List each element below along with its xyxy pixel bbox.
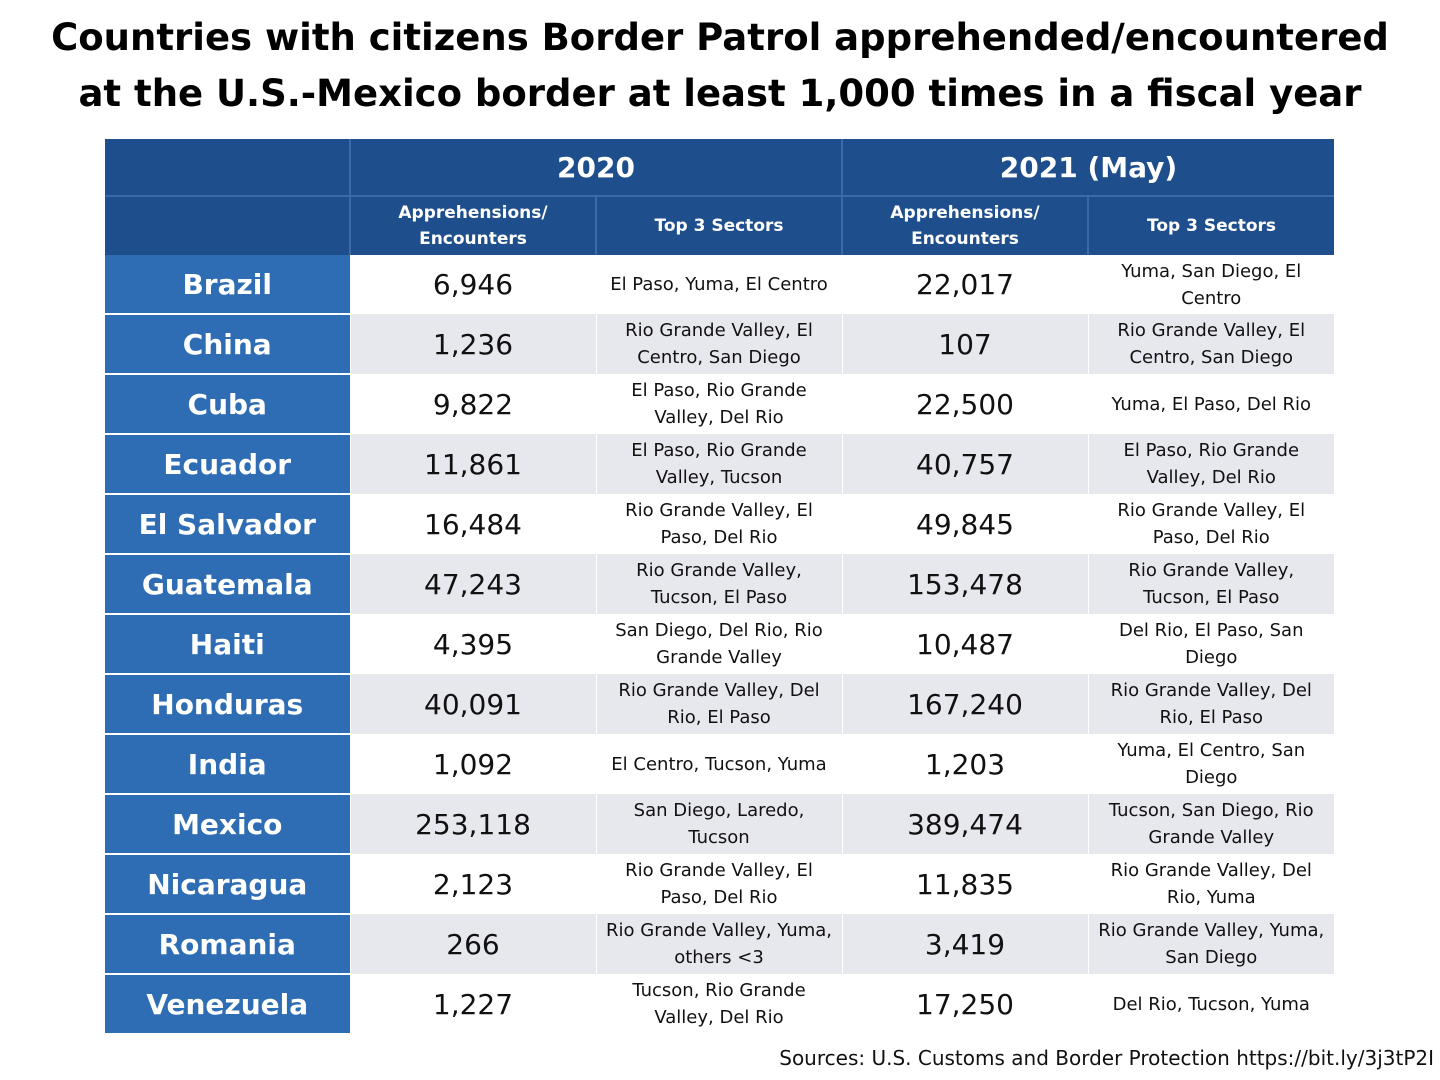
apprehensions-2021-cell: 153,478: [841, 554, 1088, 614]
column-header-row: Apprehensions/ Encounters Top 3 Sectors …: [105, 196, 1335, 255]
apprehensions-2020-cell: 1,092: [349, 734, 596, 794]
table-row: Mexico 253,118 San Diego, Laredo, Tucson 38…: [105, 794, 1335, 855]
sectors-2021-cell: Yuma, San Diego, El Centro: [1087, 255, 1335, 314]
table-row: China 1,236 Rio Grande Valley, El Centro, …: [105, 314, 1335, 375]
col-header-apprehensions-2020: Apprehensions/ Encounters: [349, 196, 596, 255]
year-header-2020: 2020: [349, 139, 842, 197]
sectors-2020-cell: San Diego, Laredo, Tucson: [595, 794, 842, 854]
apprehensions-2021-cell: 107: [841, 314, 1088, 374]
sectors-2020-cell: Tucson, Rio Grande Valley, Del Rio: [595, 974, 842, 1034]
sectors-2021-cell: Yuma, El Paso, Del Rio: [1087, 374, 1335, 434]
title-line-1: Countries with citizens Border Patrol ap…: [51, 16, 1389, 59]
data-table: 2020 2021 (May) Apprehensions/ Encounter…: [105, 139, 1335, 1035]
sectors-2021-cell: Tucson, San Diego, Rio Grande Valley: [1087, 794, 1335, 854]
source-note: Sources: U.S. Customs and Border Protect…: [779, 1046, 1434, 1070]
country-cell: Guatemala: [105, 554, 350, 615]
apprehensions-2021-cell: 3,419: [841, 914, 1088, 974]
apprehensions-2020-cell: 6,946: [349, 255, 596, 314]
apprehensions-2020-cell: 40,091: [349, 674, 596, 734]
sectors-2020-cell: Rio Grande Valley, El Centro, San Diego: [595, 314, 842, 374]
country-cell: India: [105, 734, 350, 795]
apprehensions-2021-cell: 17,250: [841, 974, 1088, 1034]
sectors-2021-cell: Rio Grande Valley, Yuma, San Diego: [1087, 914, 1335, 974]
corner-cell-2: [105, 196, 350, 255]
table-row: Nicaragua 2,123 Rio Grande Valley, El Paso…: [105, 854, 1335, 915]
apprehensions-2020-cell: 266: [349, 914, 596, 974]
table-row: Honduras 40,091 Rio Grande Valley, Del Rio…: [105, 674, 1335, 735]
apprehensions-2021-cell: 40,757: [841, 434, 1088, 494]
sectors-2020-cell: Rio Grande Valley, El Paso, Del Rio: [595, 494, 842, 554]
corner-cell: [105, 139, 350, 197]
table-row: Guatemala 47,243 Rio Grande Valley, Tucson…: [105, 554, 1335, 615]
sectors-2021-cell: Rio Grande Valley, El Paso, Del Rio: [1087, 494, 1335, 554]
title-line-2: at the U.S.-Mexico border at least 1,000…: [78, 72, 1362, 115]
year-header-2021: 2021 (May): [840, 139, 1335, 197]
sectors-2021-cell: Rio Grande Valley, Del Rio, Yuma: [1087, 854, 1335, 914]
sectors-2020-cell: San Diego, Del Rio, Rio Grande Valley: [595, 614, 842, 674]
sectors-2021-cell: Rio Grande Valley, Del Rio, El Paso: [1087, 674, 1335, 734]
sectors-2020-cell: El Paso, Rio Grande Valley, Tucson: [595, 434, 842, 494]
col-header-apprehensions-2021: Apprehensions/ Encounters: [841, 196, 1088, 255]
table-row: Brazil 6,946 El Paso, Yuma, El Centro 22,01…: [105, 255, 1335, 315]
chart-title: Countries with citizens Border Patrol ap…: [0, 10, 1440, 122]
apprehensions-2020-cell: 11,861: [349, 434, 596, 494]
col-header-sectors-2021: Top 3 Sectors: [1086, 196, 1335, 255]
sectors-2020-cell: El Centro, Tucson, Yuma: [595, 734, 842, 794]
table-row: Cuba 9,822 El Paso, Rio Grande Valley, Del…: [105, 374, 1335, 435]
country-cell: Cuba: [105, 374, 350, 435]
apprehensions-2021-cell: 22,017: [841, 255, 1088, 314]
col-header-sectors-2020: Top 3 Sectors: [595, 196, 842, 255]
country-cell: Brazil: [105, 255, 350, 315]
country-cell: Venezuela: [105, 974, 350, 1035]
apprehensions-2021-cell: 22,500: [841, 374, 1088, 434]
sectors-2021-cell: Del Rio, El Paso, San Diego: [1087, 614, 1335, 674]
table-row: El Salvador 16,484 Rio Grande Valley, El P…: [105, 494, 1335, 555]
apprehensions-2021-cell: 389,474: [841, 794, 1088, 854]
country-cell: Nicaragua: [105, 854, 350, 915]
apprehensions-2020-cell: 1,236: [349, 314, 596, 374]
sectors-2020-cell: Rio Grande Valley, Del Rio, El Paso: [595, 674, 842, 734]
apprehensions-2020-cell: 9,822: [349, 374, 596, 434]
apprehensions-2021-cell: 167,240: [841, 674, 1088, 734]
country-cell: El Salvador: [105, 494, 350, 555]
year-header-row: 2020 2021 (May): [105, 139, 1335, 197]
country-cell: Romania: [105, 914, 350, 975]
table-row: India 1,092 El Centro, Tucson, Yuma 1,203 Yu…: [105, 734, 1335, 795]
apprehensions-2021-cell: 10,487: [841, 614, 1088, 674]
apprehensions-2021-cell: 1,203: [841, 734, 1088, 794]
apprehensions-2020-cell: 4,395: [349, 614, 596, 674]
apprehensions-2020-cell: 16,484: [349, 494, 596, 554]
table-row: Haiti 4,395 San Diego, Del Rio, Rio Grande…: [105, 614, 1335, 675]
country-cell: Ecuador: [105, 434, 350, 495]
table-row: Ecuador 11,861 El Paso, Rio Grande Valley,…: [105, 434, 1335, 495]
table-body: Brazil 6,946 El Paso, Yuma, El Centro 22,01…: [105, 255, 1335, 1035]
sectors-2021-cell: Rio Grande Valley, Tucson, El Paso: [1087, 554, 1335, 614]
sectors-2021-cell: Rio Grande Valley, El Centro, San Diego: [1087, 314, 1335, 374]
country-cell: China: [105, 314, 350, 375]
apprehensions-2020-cell: 2,123: [349, 854, 596, 914]
table-row: Venezuela 1,227 Tucson, Rio Grande Valley,…: [105, 974, 1335, 1035]
sectors-2020-cell: Rio Grande Valley, Tucson, El Paso: [595, 554, 842, 614]
country-cell: Mexico: [105, 794, 350, 855]
sectors-2020-cell: El Paso, Yuma, El Centro: [595, 255, 842, 314]
apprehensions-2020-cell: 1,227: [349, 974, 596, 1034]
sectors-2020-cell: El Paso, Rio Grande Valley, Del Rio: [595, 374, 842, 434]
sectors-2020-cell: Rio Grande Valley, El Paso, Del Rio: [595, 854, 842, 914]
country-cell: Honduras: [105, 674, 350, 735]
country-cell: Haiti: [105, 614, 350, 675]
apprehensions-2021-cell: 49,845: [841, 494, 1088, 554]
apprehensions-2020-cell: 47,243: [349, 554, 596, 614]
table-row: Romania 266 Rio Grande Valley, Yuma, other…: [105, 914, 1335, 975]
sectors-2021-cell: El Paso, Rio Grande Valley, Del Rio: [1087, 434, 1335, 494]
sectors-2021-cell: Yuma, El Centro, San Diego: [1087, 734, 1335, 794]
apprehensions-2020-cell: 253,118: [349, 794, 596, 854]
sectors-2021-cell: Del Rio, Tucson, Yuma: [1087, 974, 1335, 1034]
sectors-2020-cell: Rio Grande Valley, Yuma, others <3: [595, 914, 842, 974]
apprehensions-2021-cell: 11,835: [841, 854, 1088, 914]
